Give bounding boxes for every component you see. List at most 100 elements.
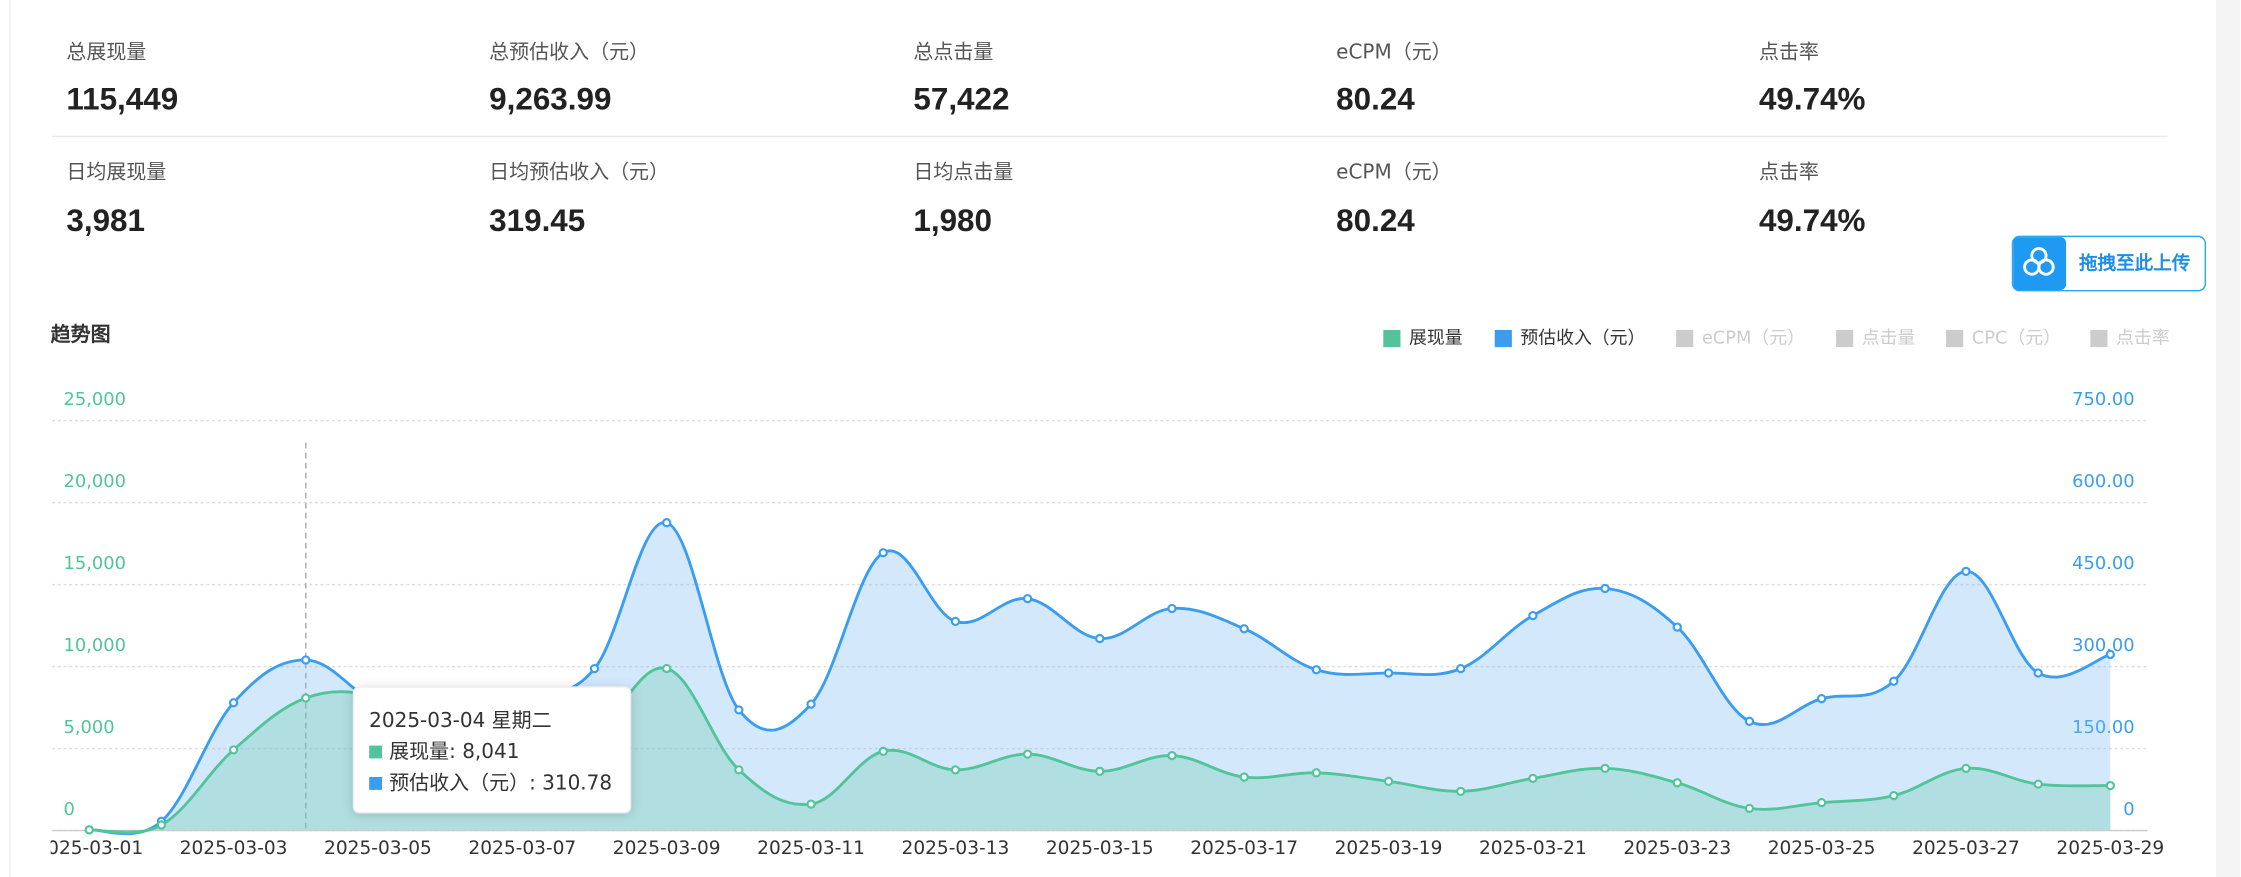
point [1961, 566, 1971, 576]
tooltip-line: 展现量: 8,041 [389, 739, 519, 763]
stats: 总展现量 115,449 总预估收入（元） 9,263.99 总点击量 57,422 eCP… [66, 39, 1865, 238]
upload-button[interactable]: 拖拽至此上传 [2011, 235, 2207, 292]
stat-label: 日均预估收入（元） [489, 159, 669, 183]
point [1167, 603, 1177, 614]
stat-value: 80.24 [1336, 82, 1415, 117]
point [1383, 776, 1394, 786]
point [734, 765, 744, 775]
legend-swatch[interactable] [1836, 329, 1854, 348]
point [156, 820, 167, 830]
x-tick-label: 2025-03-17 [1190, 838, 1298, 859]
x-tick-label: 2025-03-05 [324, 838, 432, 859]
point [1311, 768, 1321, 778]
point [1672, 622, 1682, 632]
point [1311, 665, 1321, 675]
y-tick-label: 0 [64, 799, 75, 820]
tooltip-box [352, 686, 632, 814]
legend-swatch[interactable] [1946, 329, 1964, 348]
point [1744, 716, 1755, 726]
point [950, 765, 961, 775]
stat-value: 115,449 [66, 82, 178, 117]
stat-label: 总预估收入（元） [489, 39, 649, 63]
stat-label: 点击率 [1759, 39, 1819, 63]
point [1022, 594, 1033, 604]
x-tick-label: 2025-03-03 [180, 838, 288, 859]
tooltip: 2025-03-04 星期二 展现量: 8,041 预估收入（元）: 310.7… [352, 686, 632, 814]
stat-label: eCPM（元） [1336, 159, 1452, 183]
y2-tick-label: 750.00 [2072, 389, 2134, 410]
x-labels: 2025-03-01 2025-03-03 2025-03-05 2025-03-07… [35, 838, 2165, 859]
point [1528, 773, 1538, 784]
x-tick-label: 2025-03-29 [2056, 838, 2164, 859]
legend-label[interactable]: 展现量 [1409, 328, 1463, 349]
point [301, 693, 311, 703]
point [1816, 694, 1827, 704]
y-tick-label: 15,000 [64, 553, 126, 574]
y2-tick-label: 300.00 [2072, 635, 2134, 656]
stat-value: 49.74% [1759, 203, 1866, 238]
point [84, 825, 94, 835]
x-tick-label: 2025-03-07 [468, 838, 576, 859]
stat-value: 3,981 [66, 203, 145, 238]
upload-label[interactable]: 拖拽至此上传 [2079, 253, 2191, 275]
tooltip-line: 预估收入（元）: 310.78 [389, 771, 612, 795]
legend-label[interactable]: 点击量 [1862, 328, 1916, 349]
y-tick-label: 10,000 [64, 635, 126, 656]
point [734, 705, 744, 715]
y2-tick-label: 600.00 [2072, 471, 2134, 492]
legend-label[interactable]: 点击率 [2116, 328, 2170, 349]
legend-swatch[interactable] [1383, 329, 1401, 348]
point [2033, 779, 2043, 789]
legend-swatch[interactable] [2090, 329, 2108, 348]
stat-label: 日均展现量 [66, 159, 166, 183]
legend-label[interactable]: eCPM（元） [1702, 328, 1805, 349]
y-tick-label: 20,000 [64, 471, 126, 492]
point [589, 663, 600, 674]
point [1095, 766, 1105, 776]
x-tick-label: 2025-03-23 [1623, 838, 1731, 859]
point [878, 746, 888, 756]
legend-swatch[interactable] [1494, 329, 1512, 348]
x-tick-label: 2025-03-01 [35, 838, 143, 859]
point [2105, 649, 2115, 660]
point [2033, 668, 2043, 678]
point [1600, 583, 1610, 594]
point [1672, 778, 1682, 788]
stat-label: 总点击量 [913, 39, 993, 63]
scrollbar[interactable] [2216, 0, 2241, 877]
point [228, 698, 239, 708]
stat-value: 57,422 [913, 82, 1009, 117]
point [878, 548, 888, 558]
point [806, 799, 816, 809]
point [1239, 772, 1249, 782]
legend-label[interactable]: CPC（元） [1972, 328, 2061, 349]
stat-value: 319.45 [489, 203, 585, 238]
point [1889, 676, 1899, 686]
point [1744, 803, 1755, 814]
point [950, 616, 961, 626]
y-tick-label: 25,000 [64, 389, 126, 410]
stat-value: 49.74% [1759, 82, 1866, 117]
stat-label: 日均点击量 [913, 159, 1013, 183]
stat-value: 1,980 [913, 203, 992, 238]
point [1816, 798, 1827, 808]
point [1961, 763, 1971, 774]
point [228, 745, 239, 755]
chart-title: 趋势图 [51, 322, 111, 346]
stat-value: 80.24 [1336, 203, 1415, 238]
point [1383, 668, 1394, 678]
x-tick-label: 2025-03-19 [1335, 838, 1443, 859]
point [806, 699, 816, 709]
y2-tick-label: 450.00 [2072, 553, 2134, 574]
legend-label[interactable]: 预估收入（元） [1520, 328, 1645, 349]
stat-value: 9,263.99 [489, 82, 611, 117]
x-tick-label: 2025-03-13 [902, 838, 1010, 859]
point [2105, 780, 2115, 791]
point [1239, 624, 1249, 634]
y2-tick-label: 150.00 [2072, 717, 2134, 738]
legend-swatch[interactable] [1676, 329, 1694, 348]
point [662, 518, 672, 528]
x-tick-label: 2025-03-15 [1046, 838, 1154, 859]
x-tick-label: 2025-03-21 [1479, 838, 1587, 859]
